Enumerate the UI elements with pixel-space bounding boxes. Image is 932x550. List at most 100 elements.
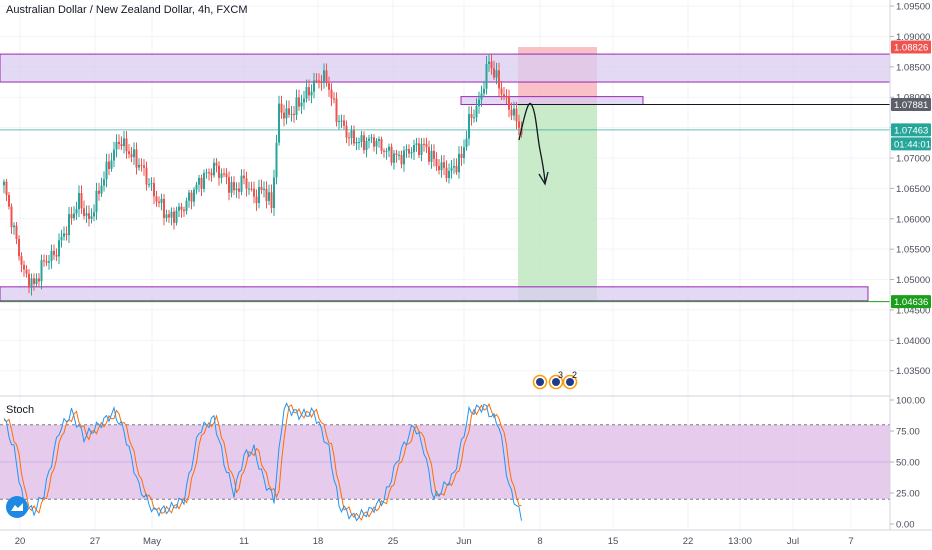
candle-body xyxy=(148,184,150,186)
candle-body xyxy=(118,141,120,145)
candle-body xyxy=(400,154,403,165)
candle-body xyxy=(415,143,418,145)
candle-body xyxy=(388,146,390,151)
candle-body xyxy=(333,98,335,100)
time-tick-label: Jul xyxy=(787,536,799,547)
candle-body xyxy=(30,278,33,288)
candle-body xyxy=(33,278,35,284)
candle-body xyxy=(228,176,230,193)
candle-body xyxy=(255,196,258,204)
stoch-tick-label: 0.00 xyxy=(896,520,915,531)
target-price-tag: 1.04636 xyxy=(894,297,928,308)
candle-body xyxy=(438,166,440,171)
candle-body xyxy=(398,154,400,156)
candle-body xyxy=(50,250,53,262)
candle-body xyxy=(405,149,408,151)
candle-body xyxy=(363,135,365,151)
candle-body xyxy=(453,165,455,168)
candle-body xyxy=(213,162,215,176)
candle-body xyxy=(133,149,135,158)
candle-body xyxy=(218,165,220,178)
candle-body xyxy=(155,196,158,202)
stoch-tick-label: 75.00 xyxy=(896,427,920,438)
candle-body xyxy=(175,210,178,223)
time-tick-label: 11 xyxy=(239,536,249,547)
candle-body xyxy=(383,150,385,152)
candle-body xyxy=(428,146,430,162)
candle-body xyxy=(433,150,435,159)
event-flag-icon xyxy=(566,378,574,386)
candle-body xyxy=(283,112,285,119)
candle-body xyxy=(335,98,338,122)
candle-body xyxy=(343,120,345,126)
candle-body xyxy=(275,142,278,178)
price-tick-label: 1.04000 xyxy=(896,336,930,347)
candle-body xyxy=(403,150,405,165)
candle-body xyxy=(58,240,60,257)
candle-body xyxy=(210,172,213,176)
candle-body xyxy=(98,190,100,194)
entry-zone xyxy=(460,96,644,106)
candle-body xyxy=(460,153,463,158)
candle-body xyxy=(510,109,513,116)
candle-body xyxy=(298,97,300,107)
candle-body xyxy=(365,140,368,151)
support-zone xyxy=(0,286,869,302)
candle-body xyxy=(248,188,250,190)
candle-body xyxy=(95,190,98,213)
horizontal-zones[interactable] xyxy=(0,53,891,302)
candle-body xyxy=(45,260,48,263)
time-tick-label: 7 xyxy=(848,536,853,547)
candle-body xyxy=(288,108,290,115)
candle-body xyxy=(115,141,118,150)
stoch-label[interactable]: Stoch xyxy=(6,404,35,416)
bar-countdown-tag: 01:44:01 xyxy=(894,139,931,150)
candle-body xyxy=(265,188,268,201)
candle-body xyxy=(313,80,315,92)
price-tick-label: 1.06000 xyxy=(896,214,930,225)
candle-body xyxy=(320,82,323,84)
tradingview-logo-icon[interactable] xyxy=(6,496,28,518)
last-price-tag-bg xyxy=(891,123,931,137)
candle-body xyxy=(165,214,168,218)
entry-price-tag-bg xyxy=(891,97,931,111)
candle-body xyxy=(470,114,473,118)
price-tick-label: 1.09500 xyxy=(896,2,930,13)
candle-body xyxy=(295,97,298,115)
candle-body xyxy=(448,170,450,179)
candle-body xyxy=(88,213,90,219)
candle-body xyxy=(48,261,50,263)
candle-body xyxy=(143,165,145,168)
candle-body xyxy=(60,236,63,241)
candle-body xyxy=(138,164,140,168)
candle-body xyxy=(128,151,130,155)
candle-body xyxy=(215,162,218,166)
candle-body xyxy=(80,193,83,209)
candle-body xyxy=(10,206,13,228)
short-position-tool[interactable] xyxy=(518,47,597,302)
candle-body xyxy=(220,173,223,178)
candle-body xyxy=(243,175,245,179)
event-count: 2 xyxy=(572,370,577,380)
projection-arrow[interactable] xyxy=(518,102,549,186)
candle-body xyxy=(68,214,70,236)
candle-body xyxy=(190,192,193,202)
price-lines xyxy=(0,103,932,303)
candle-body xyxy=(35,278,38,284)
candle-body xyxy=(380,139,383,151)
candle-body xyxy=(338,120,340,122)
candle-body xyxy=(350,130,353,139)
chart-title: Australian Dollar / New Zealand Dollar, … xyxy=(6,4,248,16)
candle-body xyxy=(270,192,273,209)
candle-body xyxy=(235,188,238,191)
candle-body xyxy=(305,87,308,99)
candle-body xyxy=(78,193,80,210)
candle-body xyxy=(303,98,305,103)
event-count: 3 xyxy=(558,370,563,380)
candle-body xyxy=(70,214,73,219)
candle-body xyxy=(203,173,205,189)
candle-body xyxy=(370,137,373,139)
candle-body xyxy=(238,188,240,192)
